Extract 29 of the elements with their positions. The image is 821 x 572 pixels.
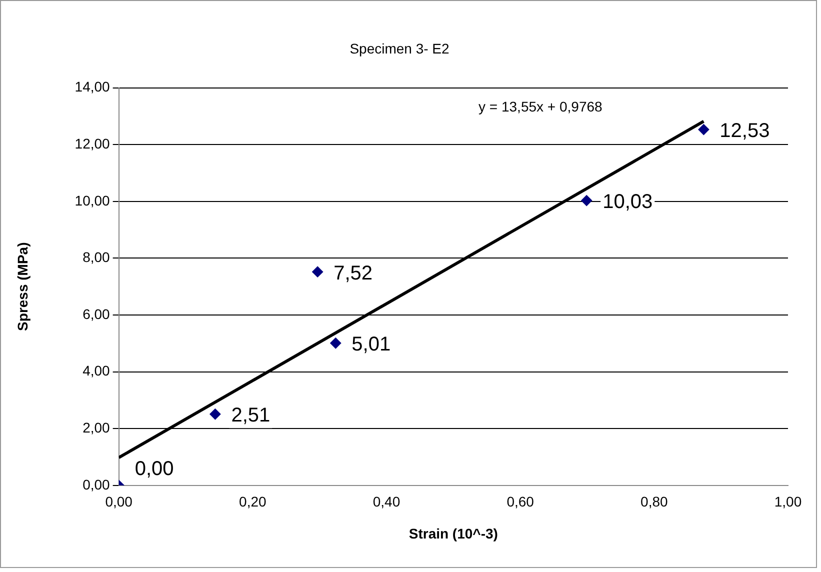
point bbox=[698, 124, 710, 136]
y-tick-label: 6,00 bbox=[82, 306, 110, 322]
annotation: y = 13,55x + 0,9768 bbox=[478, 98, 603, 115]
y-axis-title: Spress (MPa) bbox=[14, 242, 30, 331]
data-label: 10,03 bbox=[602, 191, 653, 214]
point bbox=[330, 338, 342, 349]
data-label: 2,51 bbox=[231, 404, 270, 427]
point bbox=[312, 266, 324, 278]
y-tick-label: 2,00 bbox=[82, 419, 110, 436]
x-tick-label: 0,00 bbox=[105, 494, 133, 510]
x-tick-label: 0,40 bbox=[372, 494, 400, 510]
x-tick-label: 0,80 bbox=[640, 494, 668, 510]
y-tick-label: 14,00 bbox=[74, 78, 110, 95]
y-tick-label: 4,00 bbox=[82, 362, 110, 379]
y-tick-label: 8,00 bbox=[82, 249, 110, 266]
point bbox=[581, 195, 592, 206]
x-tick-label: 0,20 bbox=[239, 494, 267, 510]
x-axis-title: Strain (10^-3) bbox=[408, 525, 498, 542]
x-tick-label: 1,00 bbox=[774, 494, 802, 510]
chart-title: Specimen 3- E2 bbox=[350, 40, 450, 56]
data-label: 5,01 bbox=[352, 334, 391, 356]
data-label: 7,52 bbox=[334, 262, 373, 284]
y-tick-label: 0,00 bbox=[82, 476, 110, 492]
point bbox=[210, 408, 221, 420]
x-tick-label: 0,60 bbox=[506, 494, 534, 510]
y-tick-label: 10,00 bbox=[74, 192, 110, 208]
data-label: 0,00 bbox=[134, 458, 174, 480]
y-tick-label: 12,00 bbox=[74, 135, 110, 152]
data-label: 12,53 bbox=[720, 120, 770, 142]
